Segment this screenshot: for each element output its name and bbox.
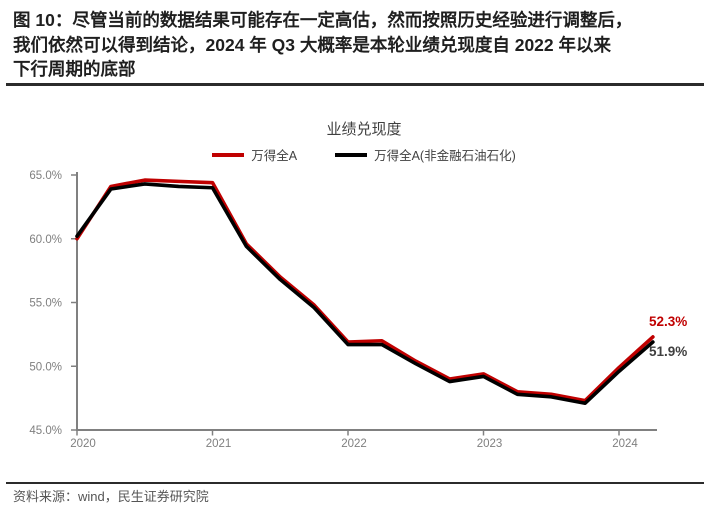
legend-label: 万得全A <box>251 149 298 163</box>
legend-item-wind-all-a: 万得全A <box>212 145 297 164</box>
end-data-label-0: 52.3% <box>649 314 687 329</box>
legend-swatch-red-line <box>212 152 245 157</box>
end-data-label-1: 51.9% <box>649 344 687 359</box>
figure-caption: 图 10：尽管当前的数据结果可能存在一定高估，然而按照历史经验进行调整后， 我们… <box>13 8 702 82</box>
legend-item-wind-all-a-ex-financials: 万得全A(非金融石油石化) <box>335 145 516 164</box>
legend-label: 万得全A(非金融石油石化) <box>374 149 516 163</box>
caption-divider <box>6 83 704 86</box>
y-tick-label: 55.0% <box>29 298 62 310</box>
chart-title: 业绩兑现度 <box>326 121 402 138</box>
legend-swatch-black-line <box>335 152 368 157</box>
footer-divider <box>6 482 704 484</box>
figure-caption-line-2: 我们依然可以得到结论，2024 年 Q3 大概率是本轮业绩兑现度自 2022 年… <box>13 34 612 55</box>
figure-caption-line-3: 下行周期的底部 <box>13 59 136 79</box>
x-tick-label: 2022 <box>341 438 367 450</box>
y-tick-label: 60.0% <box>29 234 62 246</box>
series-line-0 <box>75 178 655 403</box>
y-tick-label: 50.0% <box>29 361 62 373</box>
y-tick-label: 45.0% <box>29 425 62 437</box>
figure-caption-line-1: 图 10：尽管当前的数据结果可能存在一定高估，然而按照历史经验进行调整后， <box>13 10 633 30</box>
x-tick-label: 2020 <box>70 438 96 450</box>
series-line-1 <box>75 182 655 406</box>
y-tick-label: 65.0% <box>29 170 62 182</box>
chart-legend: 万得全A 万得全A(非金融石油石化) <box>0 145 710 164</box>
x-tick-label: 2024 <box>612 438 638 450</box>
source-note: 资料来源：wind，民生证券研究院 <box>13 489 209 504</box>
x-tick-label: 2021 <box>206 438 232 450</box>
x-tick-label: 2023 <box>477 438 503 450</box>
